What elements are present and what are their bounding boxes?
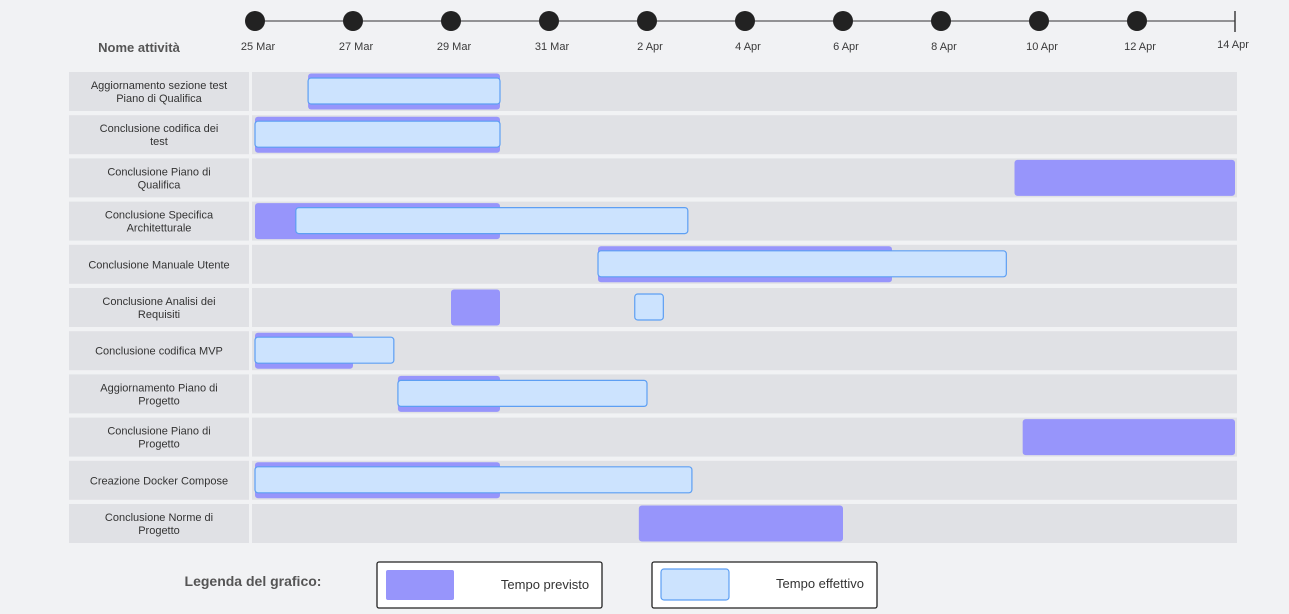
task-label: Progetto (138, 439, 180, 451)
legend: Legenda del grafico: Tempo previsto Temp… (185, 561, 878, 609)
legend-planned-swatch (386, 570, 454, 600)
task-label: Conclusione codifica MVP (95, 346, 223, 358)
tick-label: 31 Mar (535, 41, 570, 53)
legend-planned-label: Tempo previsto (501, 577, 589, 592)
task-label-cell (69, 504, 249, 543)
task-label: Conclusione Manuale Utente (88, 259, 229, 271)
tick-label: 10 Apr (1026, 41, 1058, 53)
tick-label: 2 Apr (637, 41, 663, 53)
task-label-cell (69, 417, 249, 457)
task-label: Qualifica (138, 179, 182, 191)
timeline-dot (343, 11, 363, 31)
task-label: Piano di Qualifica (116, 93, 202, 105)
planned-bar (451, 289, 500, 326)
task-label: Conclusione Piano di (107, 166, 210, 178)
task-row: Creazione Docker Compose (69, 460, 1237, 500)
actual-bar (634, 293, 664, 321)
task-label-cell (69, 331, 249, 371)
timeline-dot (637, 11, 657, 31)
tick-label: 6 Apr (833, 41, 859, 53)
task-label-cell (69, 72, 249, 111)
actual-bar (295, 207, 689, 235)
task-row: Conclusione codifica MVP (69, 331, 1237, 371)
timeline-dot (245, 11, 265, 31)
legend-actual-label: Tempo effettivo (776, 576, 864, 591)
planned-bar (1022, 419, 1235, 456)
task-label-cell (69, 201, 249, 241)
tick-label: 29 Mar (437, 41, 472, 53)
task-label-cell (69, 460, 249, 500)
task-column-header: Nome attività (98, 40, 180, 55)
task-row: Conclusione Manuale Utente (69, 244, 1237, 284)
task-track (252, 331, 1237, 371)
actual-bar (597, 250, 1007, 278)
timeline-dot (735, 11, 755, 31)
timeline-dot (931, 11, 951, 31)
actual-bar (254, 466, 693, 494)
legend-title: Legenda del grafico: (185, 573, 322, 589)
task-label: Conclusione Specifica (105, 210, 214, 222)
actual-bar (397, 379, 648, 407)
task-label-cell (69, 374, 249, 414)
planned-bar (1014, 159, 1235, 196)
actual-bar (307, 77, 501, 105)
legend-actual-swatch (660, 568, 730, 601)
task-label: Aggiornamento sezione test (91, 80, 227, 92)
planned-bar (638, 505, 843, 542)
task-label-cell (69, 244, 249, 284)
timeline-dot (441, 11, 461, 31)
task-label: Conclusione codifica dei (100, 123, 219, 135)
task-label-cell (69, 115, 249, 155)
tick-label: 25 Mar (241, 41, 276, 53)
task-label-cell (69, 288, 249, 327)
task-label-cell (69, 158, 249, 198)
task-label: test (150, 136, 168, 148)
timeline-dot (1029, 11, 1049, 31)
tick-label: 27 Mar (339, 41, 374, 53)
tick-label: 4 Apr (735, 41, 761, 53)
tick-label: 12 Apr (1124, 41, 1156, 53)
task-label: Aggiornamento Piano di (100, 382, 217, 394)
actual-bar (254, 120, 501, 148)
tick-label: 8 Apr (931, 41, 957, 53)
timeline-dot (539, 11, 559, 31)
actual-bar (254, 336, 395, 364)
timeline-axis: 25 Mar 27 Mar 29 Mar 31 Mar 2 Apr 4 Apr 6 Apr 8… (241, 11, 1249, 53)
task-label: Requisiti (138, 309, 180, 321)
timeline-dot (1127, 11, 1147, 31)
task-label: Conclusione Norme di (105, 512, 213, 524)
tick-label: 14 Apr (1217, 39, 1249, 51)
task-label: Conclusione Analisi dei (102, 296, 215, 308)
task-label: Architetturale (127, 223, 192, 235)
task-track (252, 288, 1237, 327)
task-label: Progetto (138, 395, 180, 407)
task-label: Conclusione Piano di (107, 426, 210, 438)
timeline-dot (833, 11, 853, 31)
task-label: Progetto (138, 525, 180, 537)
task-label: Creazione Docker Compose (90, 475, 228, 487)
